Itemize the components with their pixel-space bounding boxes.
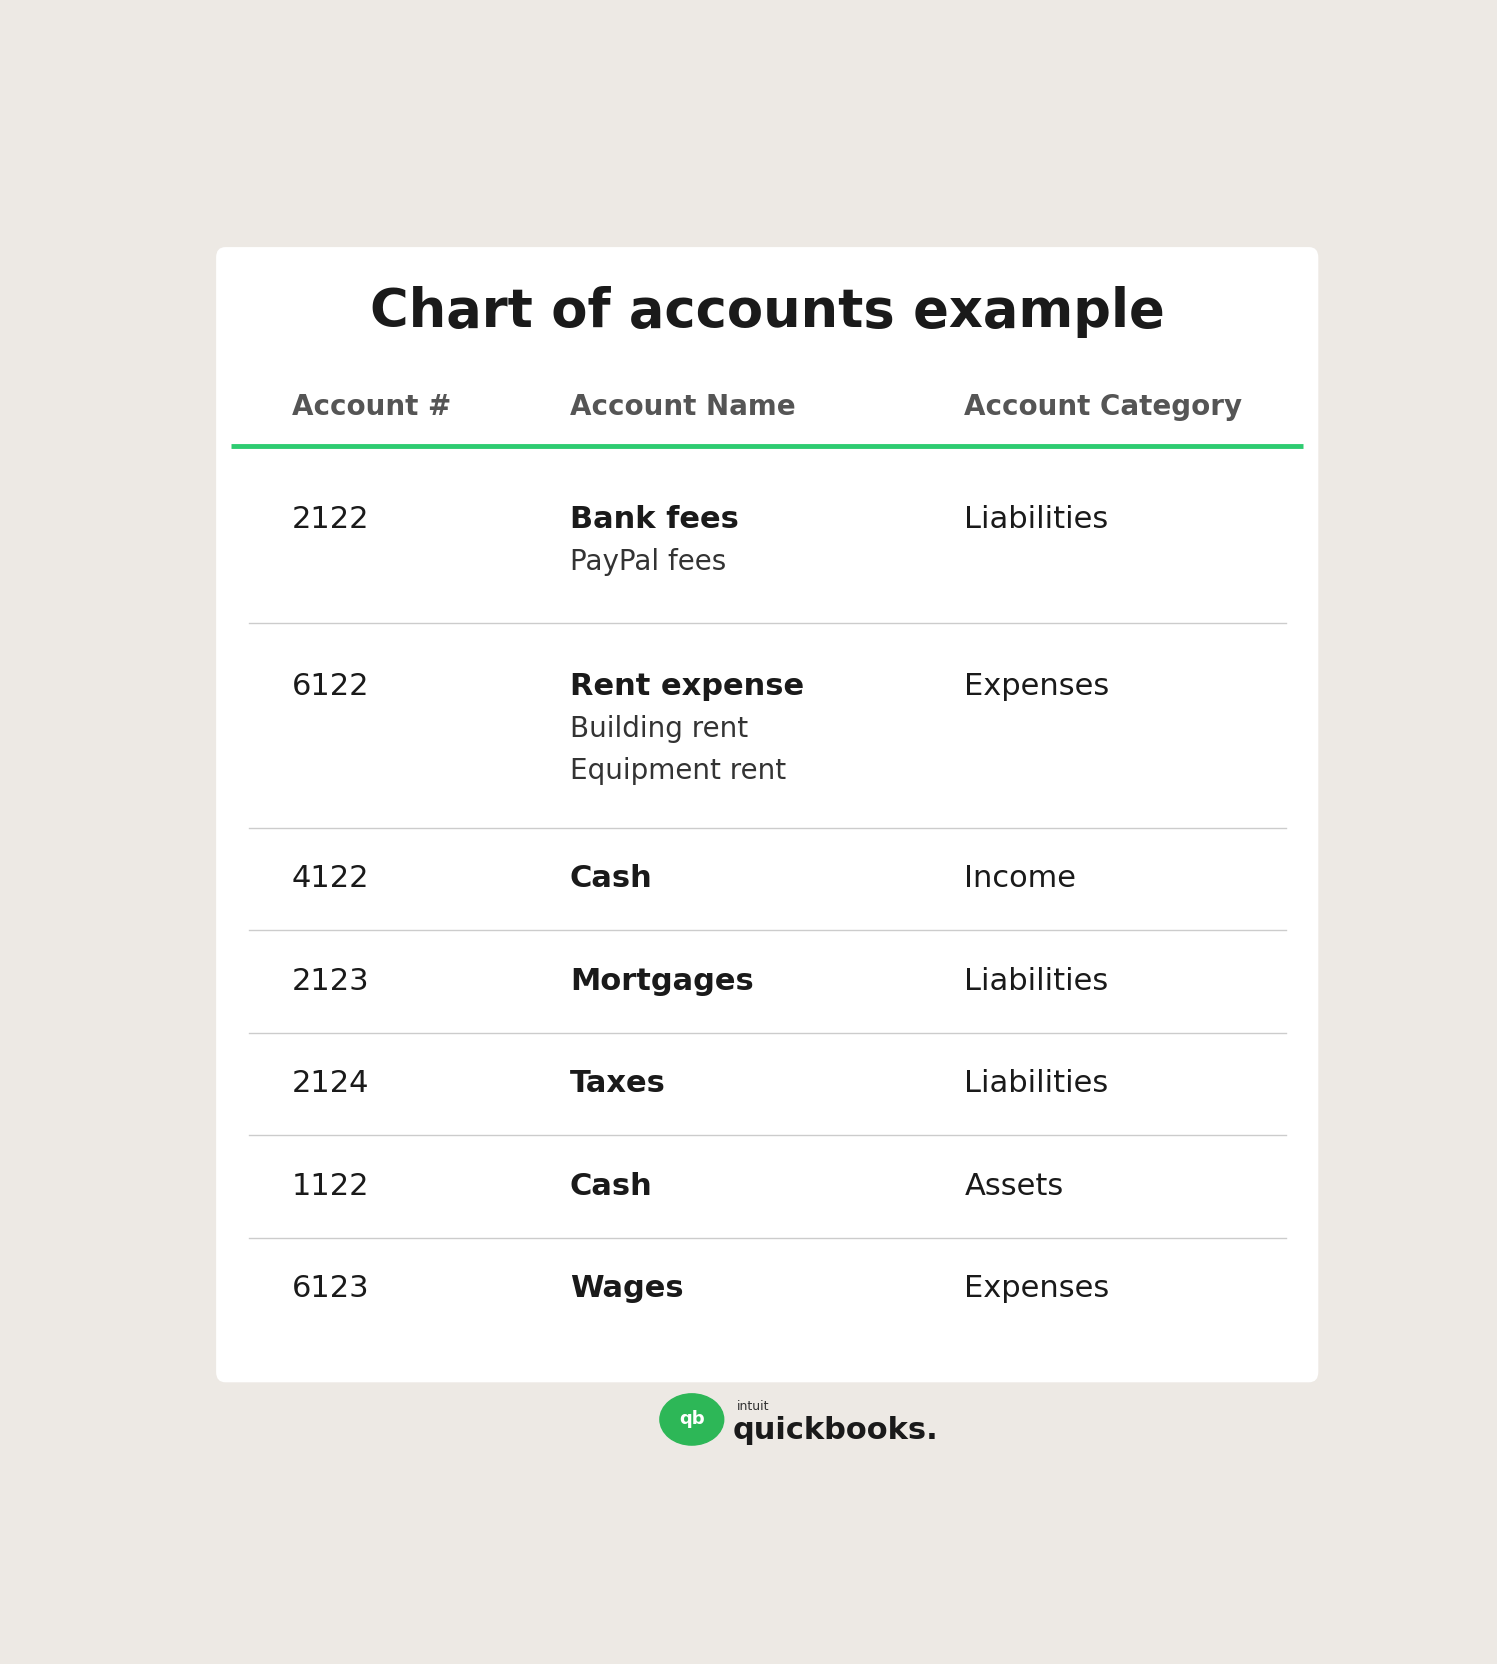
Text: quickbooks.: quickbooks.: [732, 1416, 939, 1446]
Text: Assets: Assets: [964, 1171, 1064, 1201]
Text: Liabilities: Liabilities: [964, 967, 1109, 995]
Text: Account Name: Account Name: [570, 393, 795, 421]
Text: 2122: 2122: [292, 506, 370, 534]
Text: Chart of accounts example: Chart of accounts example: [370, 286, 1165, 338]
Text: 6123: 6123: [292, 1275, 370, 1303]
Text: Wages: Wages: [570, 1275, 684, 1303]
Text: PayPal fees: PayPal fees: [570, 547, 726, 576]
Text: Cash: Cash: [570, 1171, 653, 1201]
Text: 1122: 1122: [292, 1171, 370, 1201]
Text: 2124: 2124: [292, 1070, 370, 1098]
Text: Account Category: Account Category: [964, 393, 1243, 421]
Text: Mortgages: Mortgages: [570, 967, 753, 995]
Text: 4122: 4122: [292, 864, 370, 894]
Text: 2123: 2123: [292, 967, 370, 995]
Text: qb: qb: [680, 1411, 705, 1428]
Text: Building rent: Building rent: [570, 716, 748, 742]
Text: Account #: Account #: [292, 393, 451, 421]
Text: Bank fees: Bank fees: [570, 506, 740, 534]
Text: intuit: intuit: [737, 1399, 769, 1413]
Text: 6122: 6122: [292, 672, 370, 701]
Text: Cash: Cash: [570, 864, 653, 894]
FancyBboxPatch shape: [216, 246, 1319, 1383]
Text: Rent expense: Rent expense: [570, 672, 804, 701]
Text: Liabilities: Liabilities: [964, 506, 1109, 534]
Text: Equipment rent: Equipment rent: [570, 757, 786, 785]
Text: Expenses: Expenses: [964, 1275, 1109, 1303]
Text: Liabilities: Liabilities: [964, 1070, 1109, 1098]
Ellipse shape: [660, 1394, 723, 1444]
Text: Expenses: Expenses: [964, 672, 1109, 701]
Text: Taxes: Taxes: [570, 1070, 666, 1098]
Text: Income: Income: [964, 864, 1076, 894]
